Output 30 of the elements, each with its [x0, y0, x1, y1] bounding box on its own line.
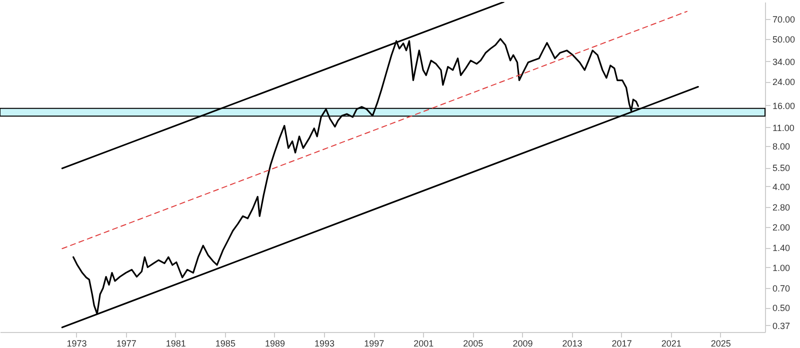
y-tick-label: 16.00	[772, 100, 796, 111]
y-tick-label: 8.00	[772, 141, 790, 152]
y-tick-label: 24.00	[772, 77, 796, 88]
x-tick-label: 2009	[512, 338, 533, 348]
x-tick-label: 1997	[364, 338, 384, 348]
x-tick-label: 1973	[66, 338, 87, 348]
y-tick-label: 0.37	[772, 320, 790, 331]
y-tick-label: 0.50	[772, 303, 790, 314]
y-tick-label: 5.50	[772, 163, 790, 174]
y-tick-label: 0.70	[772, 284, 790, 294]
x-tick-label: 2017	[612, 338, 632, 348]
y-tick-label: 2.80	[772, 202, 790, 213]
x-tick-label: 1977	[116, 338, 136, 348]
x-tick-label: 1993	[314, 338, 335, 348]
y-tick-label: 2.00	[772, 222, 790, 232]
y-tick-label: 70.00	[772, 14, 796, 25]
y-tick-label: 50.00	[772, 34, 796, 44]
y-tick-label: 34.00	[772, 56, 796, 67]
x-tick-label: 2001	[414, 338, 434, 348]
y-tick-label: 1.40	[772, 243, 790, 254]
x-tick-label: 1989	[264, 338, 286, 348]
x-tick-label: 2005	[463, 338, 484, 348]
x-tick-label: 1981	[166, 338, 186, 348]
x-tick-label: 2025	[710, 338, 731, 348]
y-tick-label: 4.00	[772, 182, 790, 192]
y-tick-label: 11.00	[772, 122, 794, 133]
x-tick-label: 2013	[562, 338, 582, 348]
x-tick-label: 2021	[661, 338, 682, 348]
y-tick-label: 1.00	[772, 262, 790, 273]
x-tick-label: 1985	[215, 338, 236, 348]
